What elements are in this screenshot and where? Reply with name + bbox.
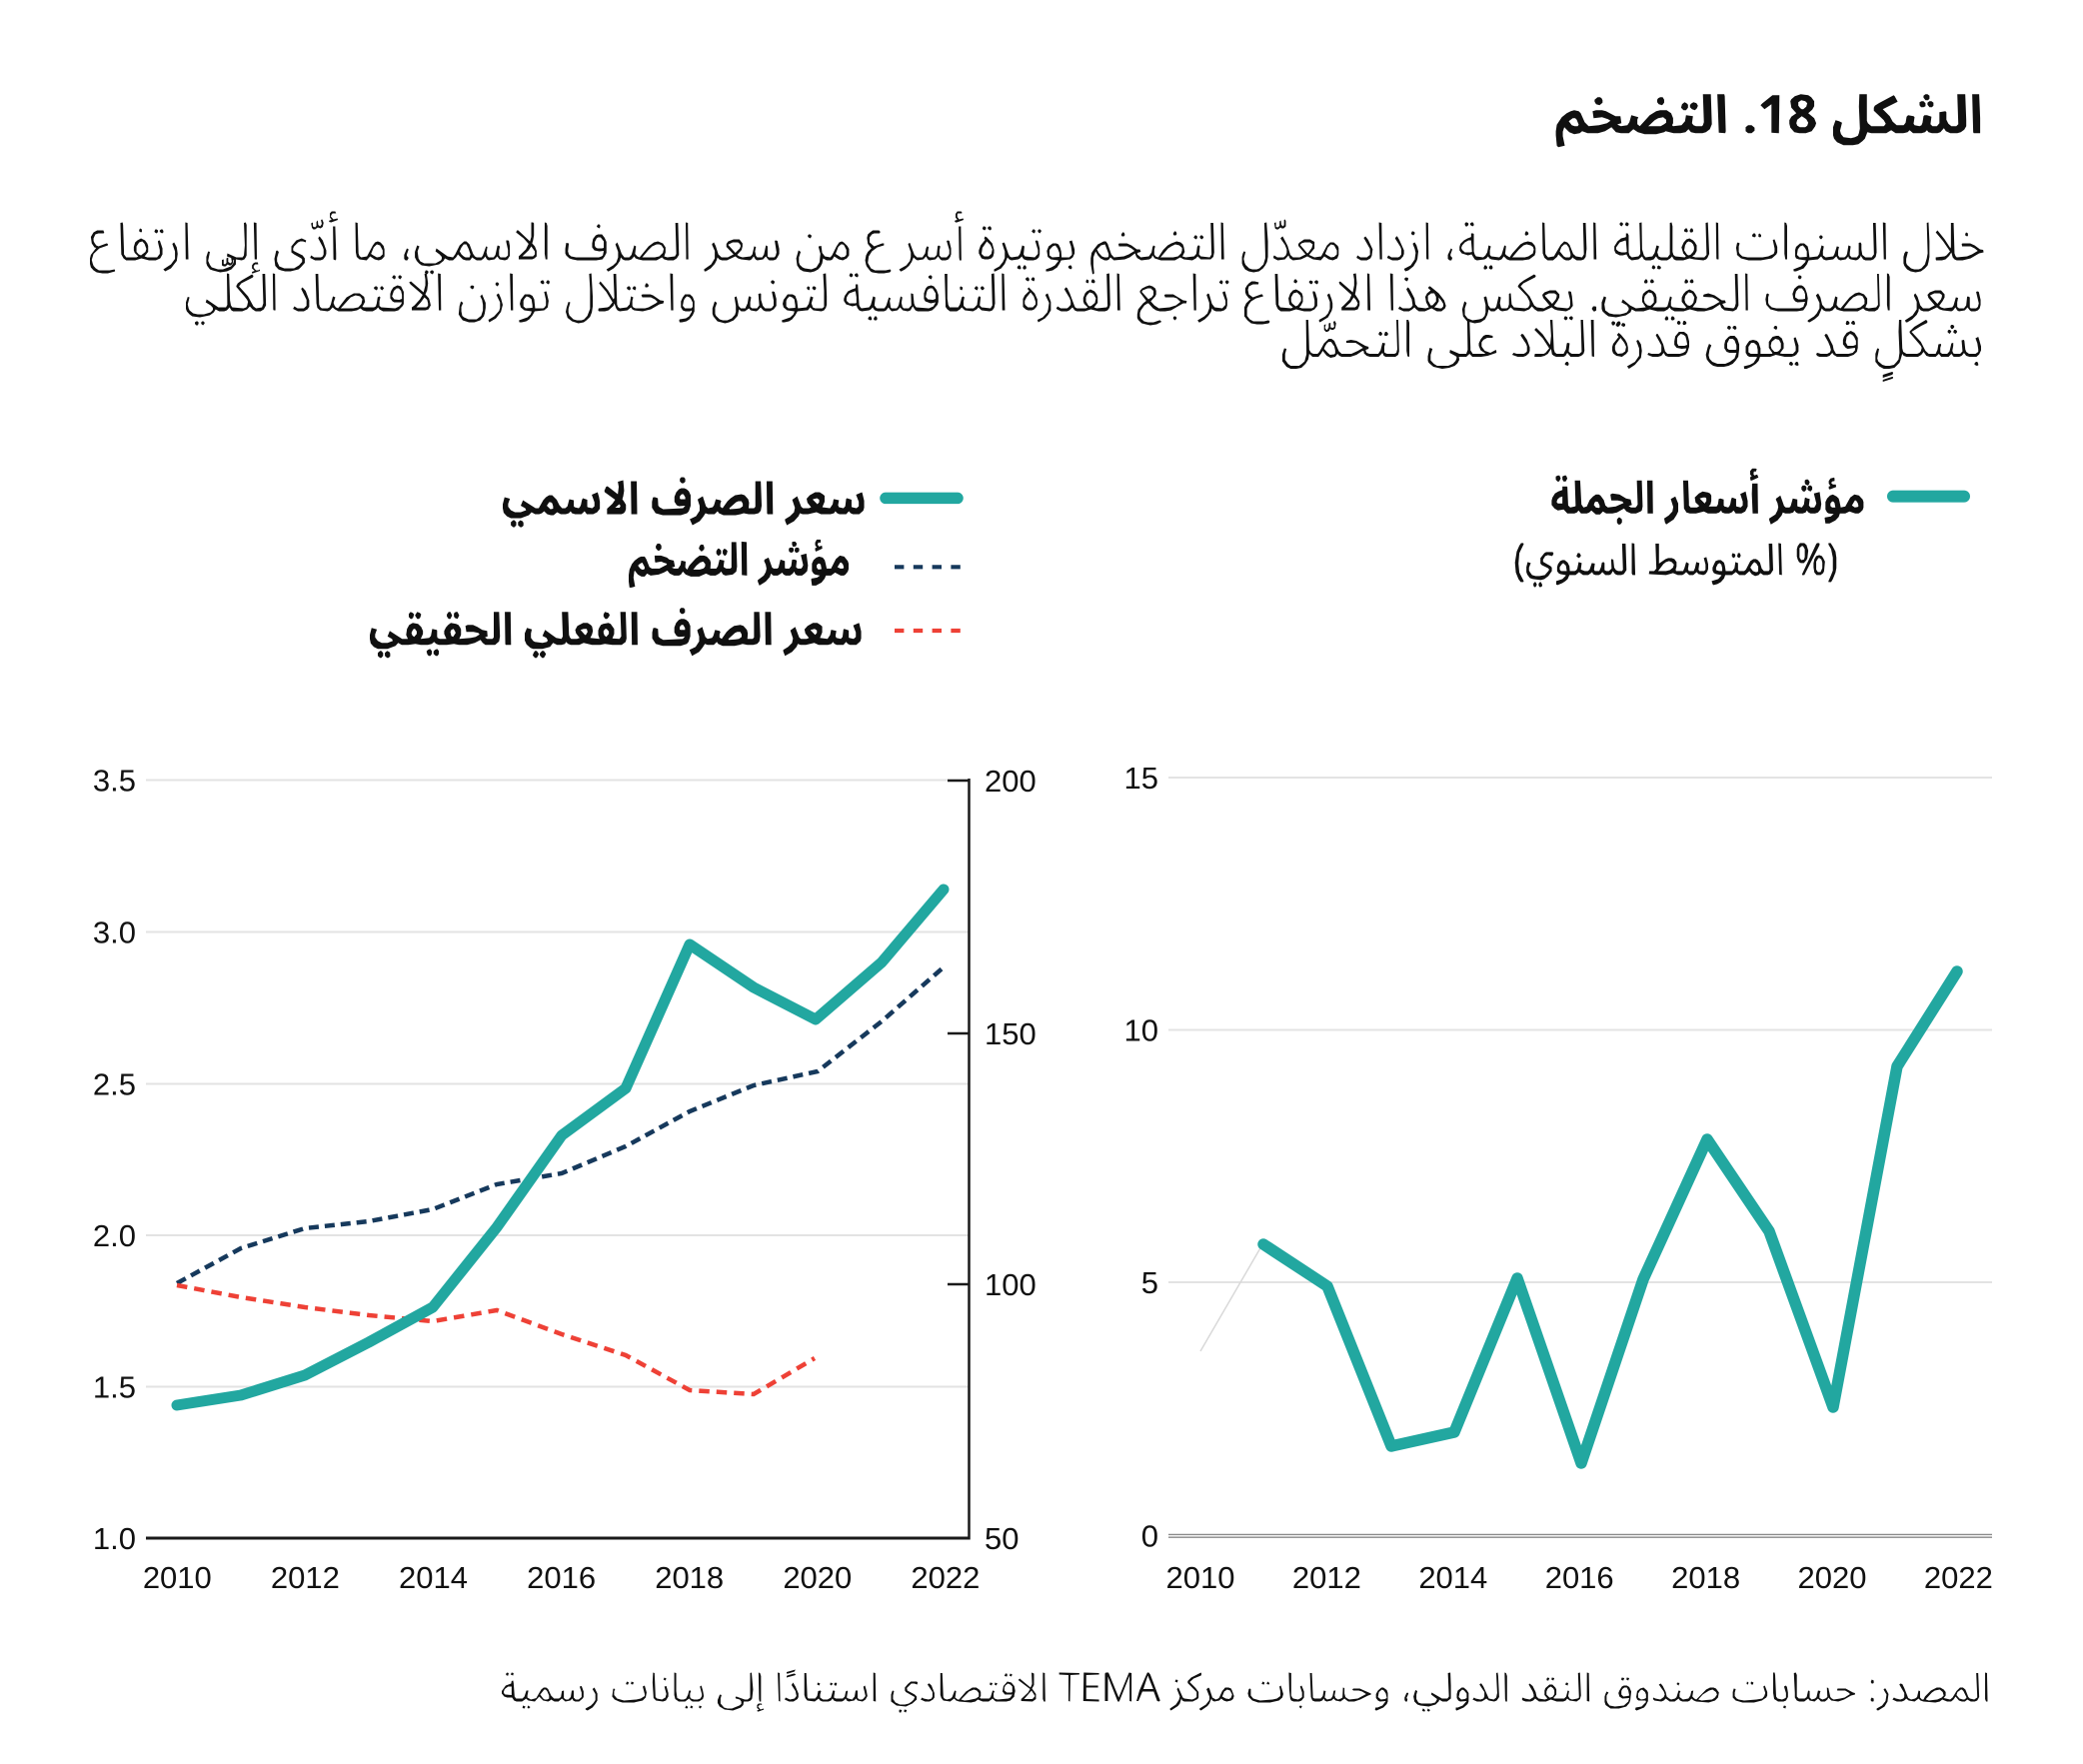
svg-text:50: 50 <box>985 1521 1019 1556</box>
svg-text:2012: 2012 <box>1292 1560 1361 1595</box>
svg-text:2020: 2020 <box>783 1560 852 1595</box>
svg-text:3.0: 3.0 <box>93 915 136 950</box>
svg-text:2014: 2014 <box>399 1560 468 1595</box>
svg-text:2.0: 2.0 <box>93 1218 136 1253</box>
svg-text:100: 100 <box>985 1267 1037 1302</box>
svg-text:2018: 2018 <box>1671 1560 1740 1595</box>
svg-text:15: 15 <box>1124 761 1158 796</box>
svg-text:2020: 2020 <box>1798 1560 1867 1595</box>
svg-text:10: 10 <box>1124 1013 1158 1048</box>
svg-text:2018: 2018 <box>655 1560 724 1595</box>
svg-text:2014: 2014 <box>1418 1560 1487 1595</box>
svg-text:2012: 2012 <box>271 1560 340 1595</box>
svg-text:150: 150 <box>985 1016 1037 1051</box>
svg-text:2022: 2022 <box>911 1560 980 1595</box>
svg-text:2.5: 2.5 <box>93 1067 136 1102</box>
svg-text:2010: 2010 <box>1166 1560 1235 1595</box>
svg-text:2016: 2016 <box>527 1560 596 1595</box>
svg-text:2016: 2016 <box>1545 1560 1614 1595</box>
svg-text:2010: 2010 <box>143 1560 212 1595</box>
svg-text:3.5: 3.5 <box>93 764 136 799</box>
svg-text:0: 0 <box>1141 1519 1158 1554</box>
svg-text:2022: 2022 <box>1924 1560 1993 1595</box>
svg-text:1.5: 1.5 <box>93 1370 136 1405</box>
svg-text:200: 200 <box>985 764 1037 799</box>
svg-text:5: 5 <box>1141 1265 1158 1300</box>
svg-text:1.0: 1.0 <box>93 1521 136 1556</box>
